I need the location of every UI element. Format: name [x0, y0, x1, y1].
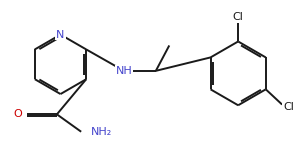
Text: O: O — [14, 109, 22, 119]
Text: N: N — [56, 30, 65, 40]
Text: NH₂: NH₂ — [91, 127, 112, 137]
Text: Cl: Cl — [283, 102, 294, 112]
Text: NH: NH — [115, 66, 132, 76]
Text: Cl: Cl — [233, 12, 244, 22]
